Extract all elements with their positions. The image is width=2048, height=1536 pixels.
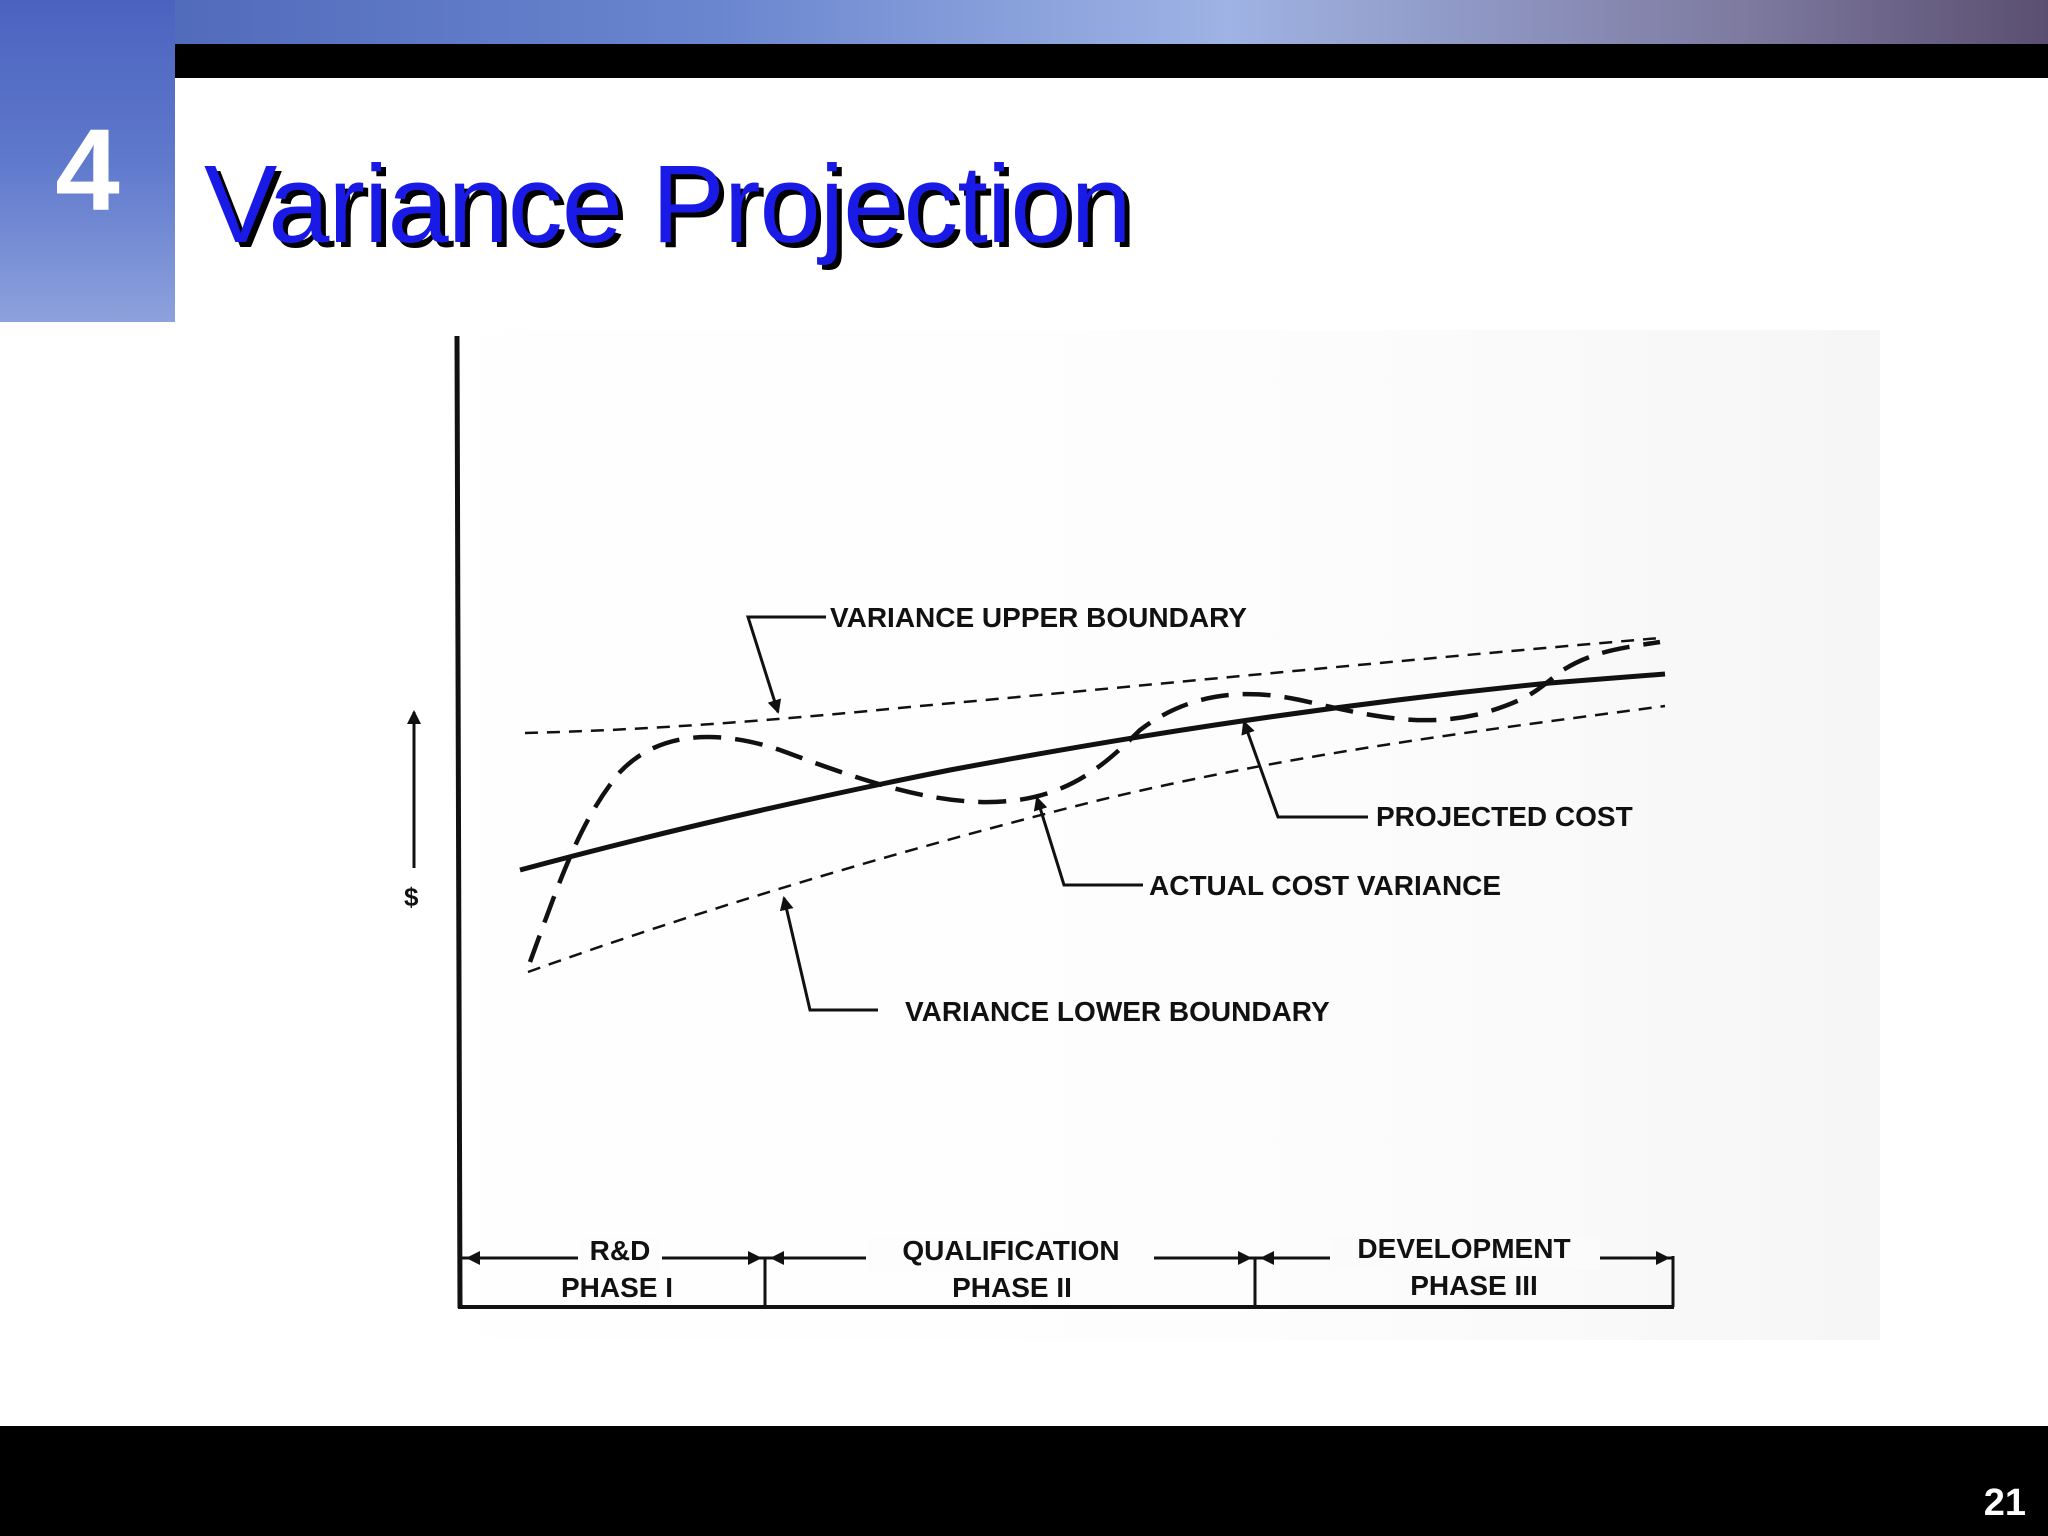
y-axis-label: $	[404, 882, 419, 912]
phase-3-name: DEVELOPMENT	[1357, 1233, 1570, 1264]
section-block: 4	[0, 0, 175, 322]
upper-boundary-label: VARIANCE UPPER BOUNDARY	[830, 602, 1247, 633]
projected-cost-label: PROJECTED COST	[1376, 801, 1633, 832]
phase-2-name: QUALIFICATION	[902, 1235, 1119, 1266]
phase-1-label: PHASE I	[561, 1272, 673, 1303]
y-axis	[454, 335, 463, 1309]
lower-boundary-line	[527, 704, 1666, 974]
phase-3-label: PHASE III	[1410, 1270, 1538, 1301]
actual-cost-variance-label: ACTUAL COST VARIANCE	[1149, 870, 1501, 901]
title-bar	[175, 44, 2048, 78]
top-banner	[0, 0, 2048, 44]
upper-boundary-line	[524, 636, 1661, 735]
section-number: 4	[55, 105, 120, 235]
phase-2-label: PHASE II	[952, 1272, 1072, 1303]
projected-cost-leader	[1241, 720, 1368, 819]
slide-title: Variance Projection	[204, 143, 1132, 266]
lower-boundary-label: VARIANCE LOWER BOUNDARY	[905, 996, 1330, 1027]
actual-cost-variance-line	[527, 639, 1661, 963]
phase-table: R&D QUALIFICATION DEVELOPMENT PHASE I PH…	[458, 1233, 1675, 1309]
slide-number: 21	[1983, 1482, 2026, 1524]
figure-background	[300, 330, 1880, 1340]
phase-1-name: R&D	[590, 1235, 651, 1266]
lower-boundary-leader	[779, 896, 878, 1012]
actual-cost-variance-leader	[1033, 796, 1143, 887]
footer-bar	[0, 1426, 2048, 1536]
projected-cost-line	[519, 671, 1666, 873]
upper-boundary-leader	[745, 615, 826, 714]
